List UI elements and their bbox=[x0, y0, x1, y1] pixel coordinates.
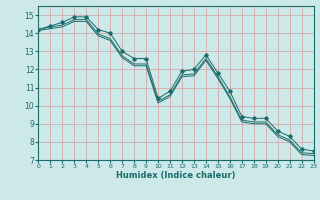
X-axis label: Humidex (Indice chaleur): Humidex (Indice chaleur) bbox=[116, 171, 236, 180]
